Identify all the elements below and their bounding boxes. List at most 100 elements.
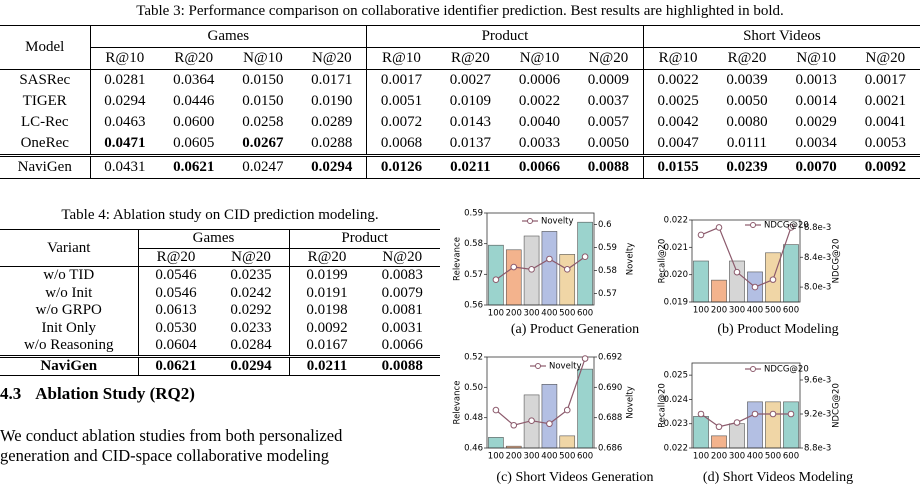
table-row: LC-Rec 0.0463 0.0600 0.0258 0.0289 0.0072 0.01… [0, 112, 920, 133]
chart-caption: (b) Product Modeling [717, 322, 838, 337]
row-label: TIGER [22, 93, 67, 109]
metric-header: R@10 [89, 47, 160, 70]
line-marker [510, 263, 518, 271]
y-tick-label: 0.019 [664, 298, 688, 308]
line-marker [787, 224, 795, 231]
cell: 0.0029 [795, 114, 837, 130]
cell: 0.0051 [366, 91, 436, 112]
y-tick-label: 0.024 [664, 395, 688, 405]
x-tick-label: 100 [488, 309, 504, 319]
table: Model Games Product Short Videos R@10 R@20 N@1… [0, 25, 920, 179]
row-label: w/o Init [45, 284, 93, 301]
cell: 0.0621 [137, 354, 214, 376]
y2-tick-label: 8.0e-3 [804, 283, 831, 293]
cell: 0.0022 [518, 93, 561, 109]
row-label: SASRec [19, 72, 71, 88]
metric-header: N@20 [850, 47, 920, 70]
y-axis-label: Relevance [453, 381, 463, 425]
metric-header: R@10 [366, 47, 436, 70]
cell: 0.0092 [288, 319, 365, 337]
bar [711, 435, 727, 449]
line-marker [751, 410, 759, 418]
cell: 0.0013 [795, 72, 837, 88]
x-tick-label: 100 [693, 452, 709, 462]
cell: 0.0471 [89, 133, 160, 156]
y2-tick-label: 9.2e-3 [804, 410, 831, 420]
line-marker [581, 355, 589, 362]
line-marker [697, 410, 705, 418]
bar [693, 260, 709, 303]
cell: 0.0235 [230, 267, 272, 284]
x-tick-label: 500 [559, 309, 575, 319]
cell: 0.0066 [381, 337, 423, 354]
bar [559, 254, 576, 306]
legend-marker [535, 363, 541, 369]
row-label: NaviGen [0, 354, 138, 376]
x-tick-label: 300 [729, 306, 745, 316]
cell: 0.0281 [89, 69, 160, 91]
column-header: Variant [0, 229, 138, 267]
x-tick-label: 500 [765, 452, 781, 462]
cell: 0.0017 [864, 72, 906, 88]
table-row: TIGER 0.0294 0.0446 0.0150 0.0190 0.0051 0.010… [0, 91, 920, 112]
legend-label: Novelty [541, 217, 574, 227]
line-marker [697, 231, 705, 239]
section-heading: 4.3 Ablation Study (RQ2) [0, 384, 195, 404]
cell: 0.0621 [159, 154, 229, 179]
cell: 0.0021 [864, 93, 906, 109]
y2-axis-label: NDCG@20 [832, 383, 842, 428]
cell: 0.0066 [504, 154, 575, 179]
cell: 0.0364 [173, 72, 215, 88]
y-tick-label: 0.023 [664, 419, 688, 429]
plot-frame [691, 362, 801, 449]
y-tick-label: 0.022 [664, 444, 688, 454]
cell: 0.0079 [381, 284, 423, 301]
column-header: Model [0, 25, 90, 70]
x-tick-label: 400 [747, 452, 763, 462]
metric-header: N@20 [574, 47, 644, 70]
cell: 0.0057 [587, 114, 630, 130]
group-header: Short Videos [642, 25, 920, 48]
y2-tick-label: 0.690 [598, 383, 622, 393]
bar [783, 244, 799, 303]
table-caption: Table 4: Ablation study on CID predictio… [61, 207, 379, 223]
y-tick-label: 0.59 [464, 209, 483, 219]
cell: 0.0294 [89, 91, 160, 112]
cell: 0.0198 [288, 302, 365, 320]
table-row: w/o GRPO 0.0613 0.0292 0.0198 0.0081 [0, 302, 440, 320]
table-row: Init Only 0.0530 0.0233 0.0092 0.0031 [0, 319, 440, 337]
y-tick-label: 0.020 [664, 270, 688, 280]
metric-header: R@20 [159, 47, 229, 70]
line-marker [787, 410, 795, 418]
cell: 0.0040 [518, 114, 561, 130]
cell: 0.0155 [642, 154, 713, 179]
plot-frame [691, 219, 801, 303]
cell: 0.0080 [726, 114, 768, 130]
x-tick-label: 600 [577, 452, 593, 462]
line [495, 358, 586, 426]
legend-label: Novelty [549, 362, 582, 372]
x-tick-label: 400 [541, 309, 557, 319]
line-marker [751, 283, 759, 291]
line-marker [581, 253, 589, 261]
cell: 0.0126 [366, 154, 436, 179]
cell: 0.0289 [311, 114, 353, 130]
bar [577, 368, 593, 449]
x-tick-label: 600 [783, 452, 799, 462]
y-tick-label: 0.50 [464, 383, 483, 393]
cell: 0.0267 [242, 135, 284, 151]
cell: 0.0017 [366, 69, 436, 91]
bar [711, 279, 727, 303]
bar [729, 260, 745, 303]
cell: 0.0092 [850, 154, 920, 179]
table: Variant Games Product R@20 N@20 R@20 N@20 w/o T… [0, 229, 440, 376]
metric-header: R@20 [435, 47, 505, 70]
row-label: NaviGen [0, 154, 90, 179]
y-tick-label: 0.46 [464, 444, 483, 454]
cell: 0.0284 [230, 337, 272, 354]
plot-frame [486, 212, 595, 306]
y-axis-label: Relevance [453, 237, 463, 281]
y-axis-label: Recall@20 [658, 239, 668, 284]
x-tick-label: 200 [711, 306, 727, 316]
